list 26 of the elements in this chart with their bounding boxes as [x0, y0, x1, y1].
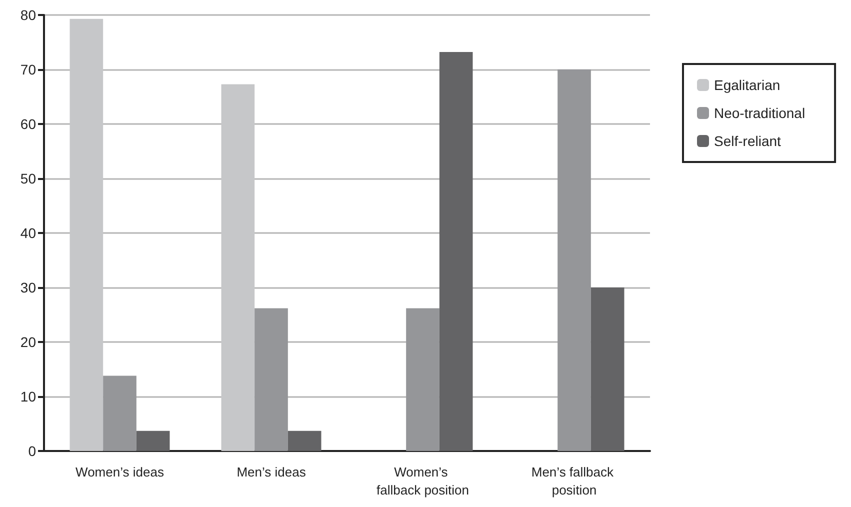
x-tick-label: Women’s fallback position	[376, 464, 469, 498]
bar	[221, 84, 255, 451]
y-tick-label: 60	[20, 116, 36, 132]
legend-label: Egalitarian	[714, 77, 780, 93]
bar	[590, 288, 624, 451]
y-tick-label: 50	[20, 170, 36, 186]
y-tick-label: 70	[20, 62, 36, 78]
legend-label: Neo-traditional	[714, 105, 806, 121]
legend-label: Self-reliant	[714, 133, 782, 149]
bar	[558, 70, 591, 451]
bar	[288, 430, 322, 451]
y-tick-label: 30	[20, 280, 36, 296]
bar	[103, 376, 136, 451]
bar	[406, 308, 440, 451]
y-tick-label: 40	[20, 225, 36, 241]
y-tick-label: 20	[20, 334, 36, 350]
bar	[70, 18, 104, 451]
bar	[254, 308, 288, 451]
y-tick-label: 80	[20, 7, 36, 23]
bar	[136, 430, 170, 451]
y-tick-label: 10	[20, 388, 36, 404]
x-tick-label: Men’s fallback position	[531, 464, 618, 498]
bar	[439, 52, 473, 451]
y-tick-label: 0	[28, 443, 36, 459]
x-tick-label: Women’s ideas	[76, 464, 164, 480]
x-tick-label: Men’s ideas	[236, 464, 306, 480]
